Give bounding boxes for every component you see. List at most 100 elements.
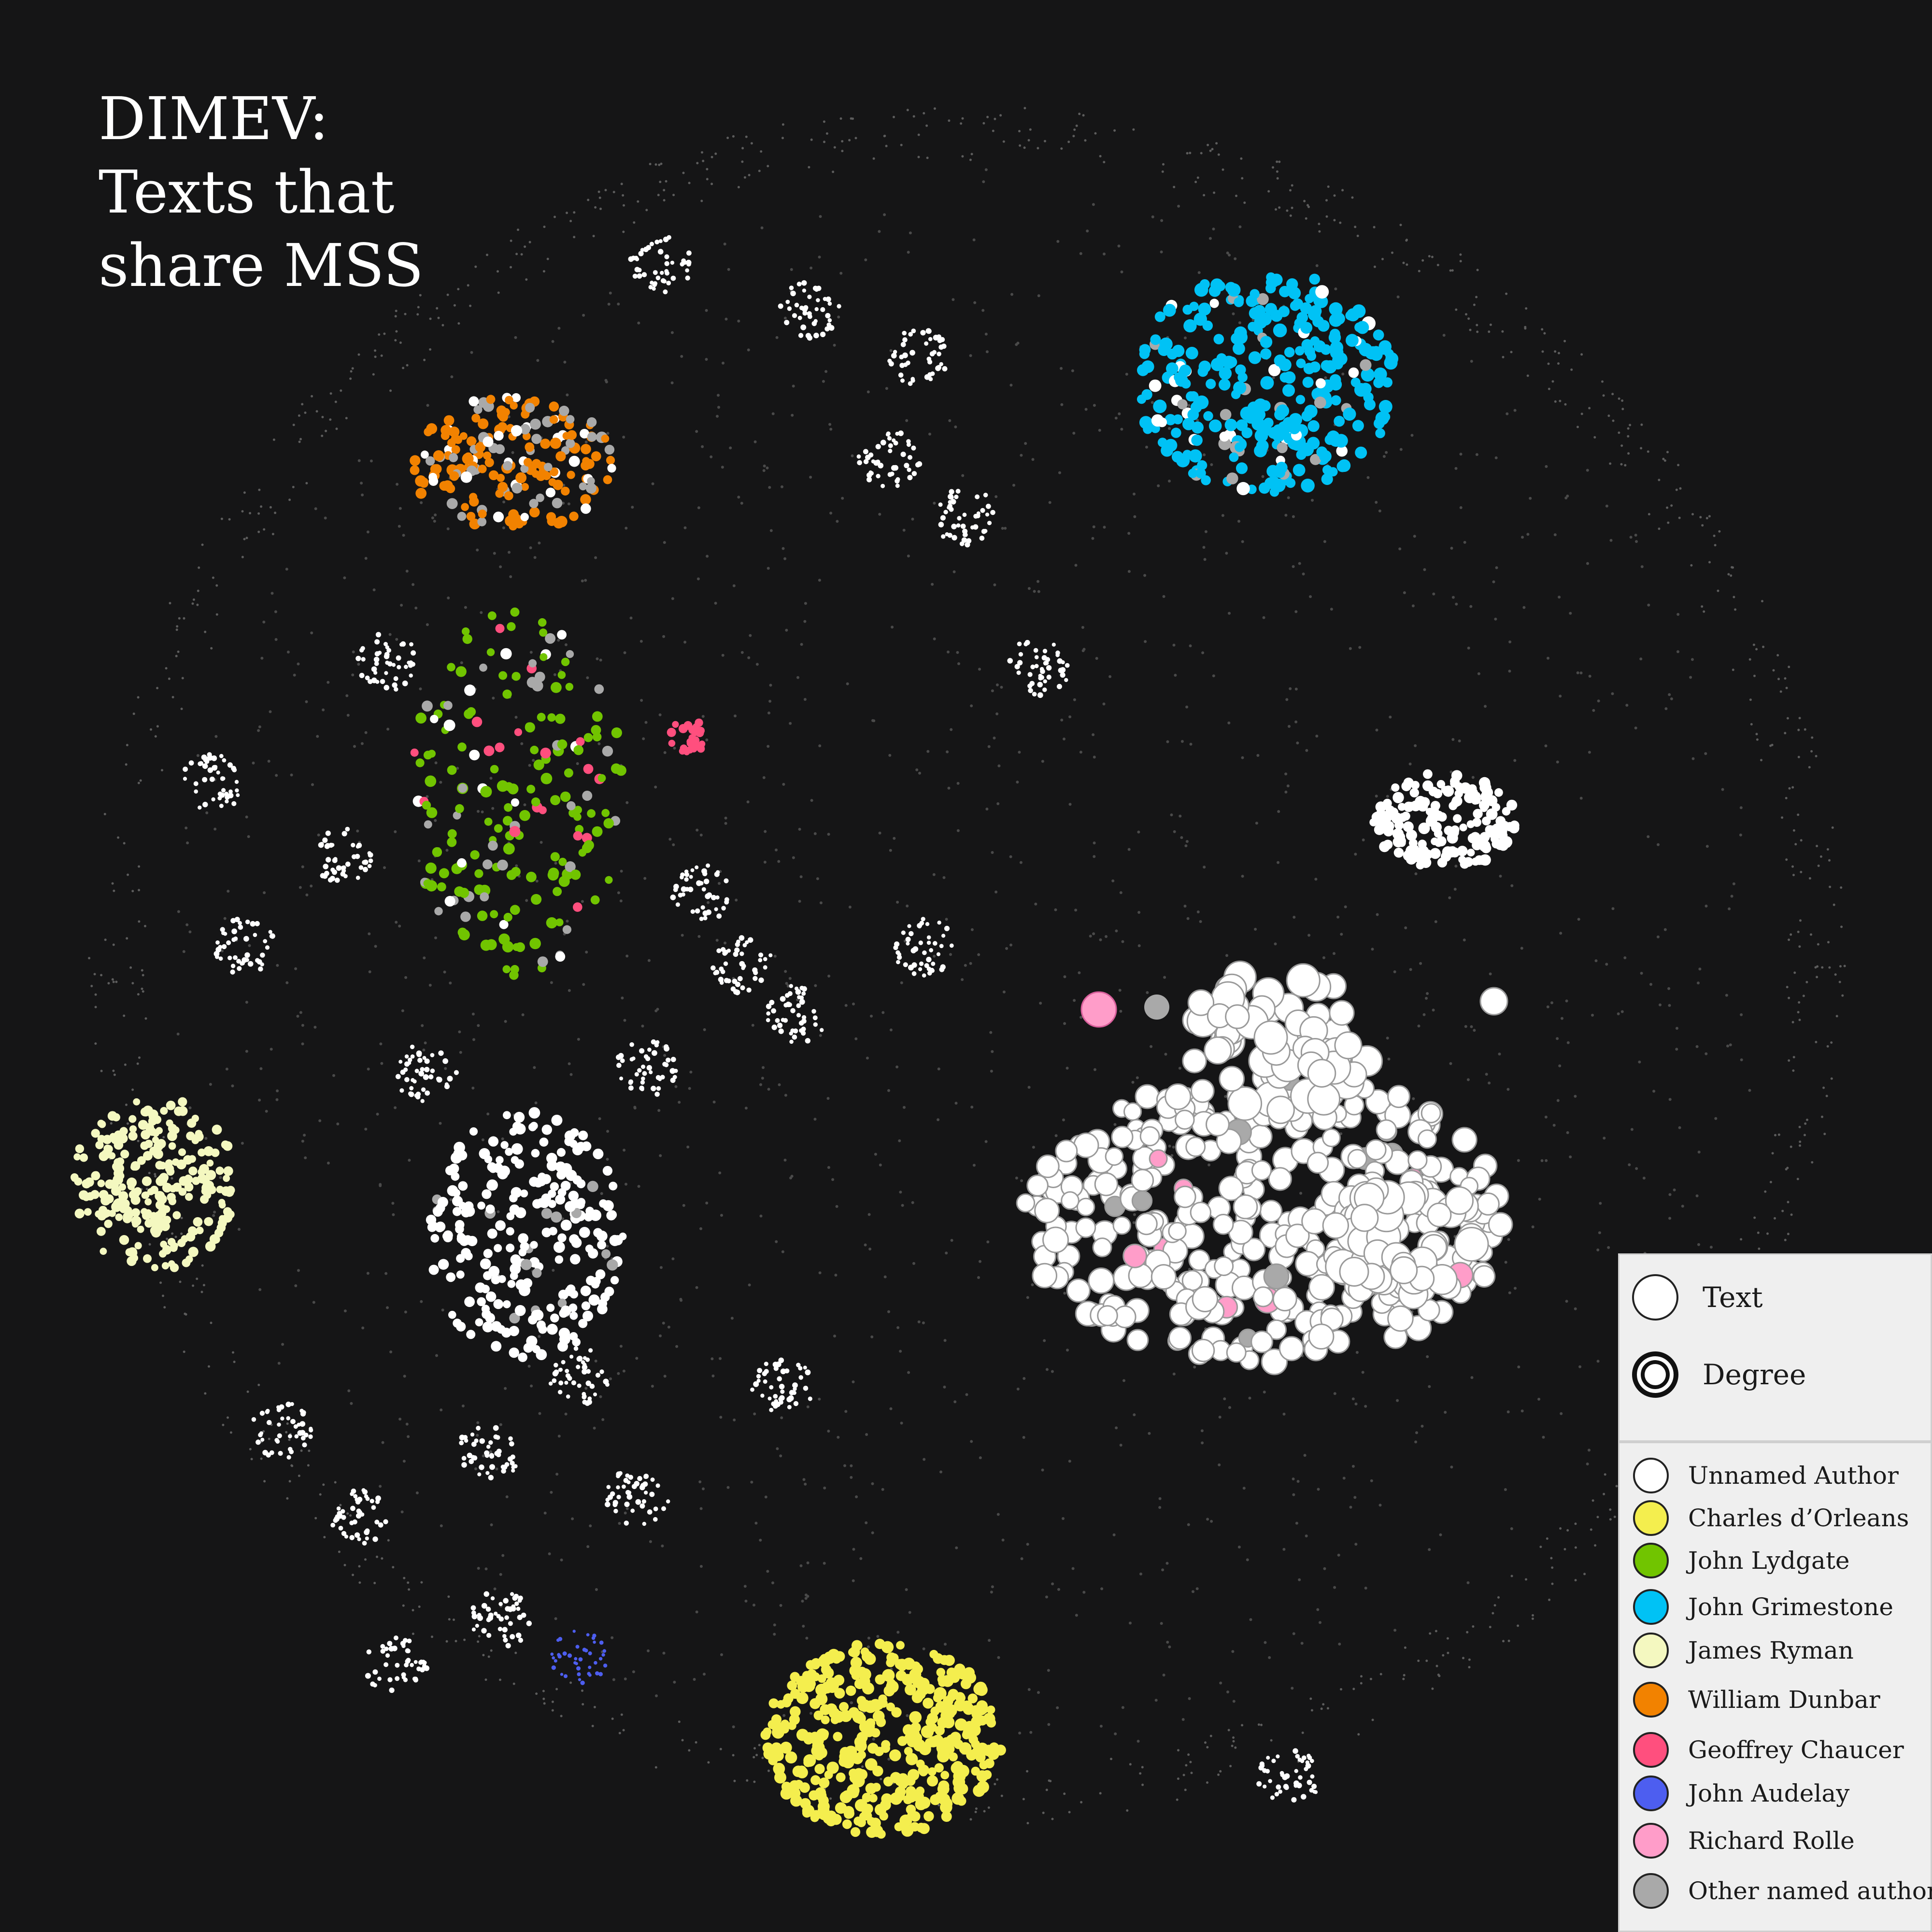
text-node <box>131 1088 134 1091</box>
text-node <box>639 639 643 643</box>
text-node <box>1615 1485 1618 1488</box>
text-node <box>576 1364 581 1369</box>
text-node <box>1084 408 1088 411</box>
audelay-node <box>603 1663 608 1668</box>
text-node <box>1639 657 1643 661</box>
text-node <box>707 1761 710 1764</box>
text-node <box>361 1326 365 1330</box>
text-node <box>1697 981 1700 985</box>
lydgate-node <box>534 671 545 682</box>
dunbar-node <box>559 405 569 416</box>
text-node <box>703 1673 706 1676</box>
ryman-node <box>199 1164 209 1174</box>
dorleans-node <box>846 1685 856 1696</box>
text-node <box>1546 1537 1548 1540</box>
text-node <box>1371 948 1374 951</box>
dorleans-node <box>789 1714 800 1725</box>
dunbar-node <box>511 428 520 437</box>
text-node <box>372 1536 378 1542</box>
text-node <box>1210 463 1213 466</box>
text-node <box>878 512 881 516</box>
text-node <box>372 1669 378 1675</box>
text-node <box>1362 838 1365 841</box>
text-node <box>1666 451 1669 454</box>
text-node <box>504 1387 507 1390</box>
text-node <box>1841 994 1844 997</box>
text-node <box>459 1440 464 1446</box>
grimestone-node <box>1229 452 1239 462</box>
dorleans-node <box>815 1683 828 1696</box>
text-node <box>409 642 413 647</box>
text-node <box>366 1649 371 1655</box>
text-node <box>1542 1435 1545 1439</box>
text-node <box>819 901 823 905</box>
text-node <box>1450 547 1453 550</box>
text-node <box>675 1345 679 1348</box>
ryman-node <box>171 1158 180 1166</box>
lydgate-node <box>424 820 432 829</box>
text-node <box>1151 401 1154 404</box>
text-node <box>887 436 892 441</box>
ryman-node <box>216 1185 224 1193</box>
dunbar-node <box>508 509 519 520</box>
text-node <box>908 381 913 386</box>
text-node <box>705 309 708 312</box>
text-node <box>775 1401 781 1407</box>
lydgate-node <box>509 970 519 980</box>
text-node <box>526 1620 532 1626</box>
lydgate-node <box>533 759 544 770</box>
text-node <box>489 1464 495 1470</box>
text-node <box>1311 1784 1317 1789</box>
text-node <box>1502 1640 1505 1643</box>
text-node <box>734 989 740 995</box>
text-node <box>763 464 766 468</box>
text-node <box>1082 114 1085 117</box>
lydgate-node <box>557 671 566 679</box>
text-node <box>374 349 377 352</box>
text-node <box>1217 153 1220 156</box>
text-node <box>639 1048 645 1054</box>
text-node <box>1042 1811 1045 1814</box>
text-node <box>231 766 236 771</box>
text-node <box>472 1455 478 1461</box>
text-node <box>455 1640 457 1643</box>
text-node <box>587 1396 592 1401</box>
text-node <box>760 1393 765 1398</box>
text-node <box>737 496 740 499</box>
text-node <box>1414 744 1417 747</box>
text-node <box>499 565 502 568</box>
lydgate-node <box>615 765 626 776</box>
text-node <box>1787 1201 1790 1204</box>
grimestone-node <box>1336 445 1348 457</box>
text-node <box>1733 596 1735 598</box>
ryman-node <box>122 1203 129 1211</box>
text-node <box>758 170 761 172</box>
text-node <box>926 935 931 940</box>
text-node <box>1227 721 1231 724</box>
text-node <box>923 112 925 114</box>
text-node <box>1701 605 1704 608</box>
text-node <box>1201 651 1205 654</box>
text-node <box>1774 1134 1776 1136</box>
text-node <box>1231 1650 1235 1653</box>
lydgate-node <box>511 798 519 807</box>
text-node <box>1699 516 1702 519</box>
text-node <box>322 837 328 843</box>
dorleans-node <box>904 1733 915 1744</box>
text-node <box>684 877 689 882</box>
text-node <box>1721 788 1724 791</box>
text-node <box>218 956 223 961</box>
text-node <box>1018 652 1023 657</box>
text-node <box>900 452 906 457</box>
text-node <box>857 460 862 466</box>
text-node <box>618 1522 621 1525</box>
text-node <box>1224 1095 1227 1098</box>
text-node <box>1166 740 1169 743</box>
text-node <box>1551 380 1554 383</box>
grimestone-node <box>1329 313 1343 327</box>
dorleans-node <box>818 1655 831 1668</box>
text-node <box>1060 403 1064 406</box>
text-node <box>398 525 401 528</box>
text-node <box>367 1067 370 1071</box>
text-node <box>753 440 757 443</box>
